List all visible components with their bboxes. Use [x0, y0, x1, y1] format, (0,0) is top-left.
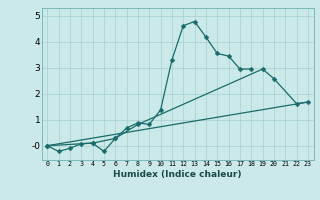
X-axis label: Humidex (Indice chaleur): Humidex (Indice chaleur)	[113, 170, 242, 179]
